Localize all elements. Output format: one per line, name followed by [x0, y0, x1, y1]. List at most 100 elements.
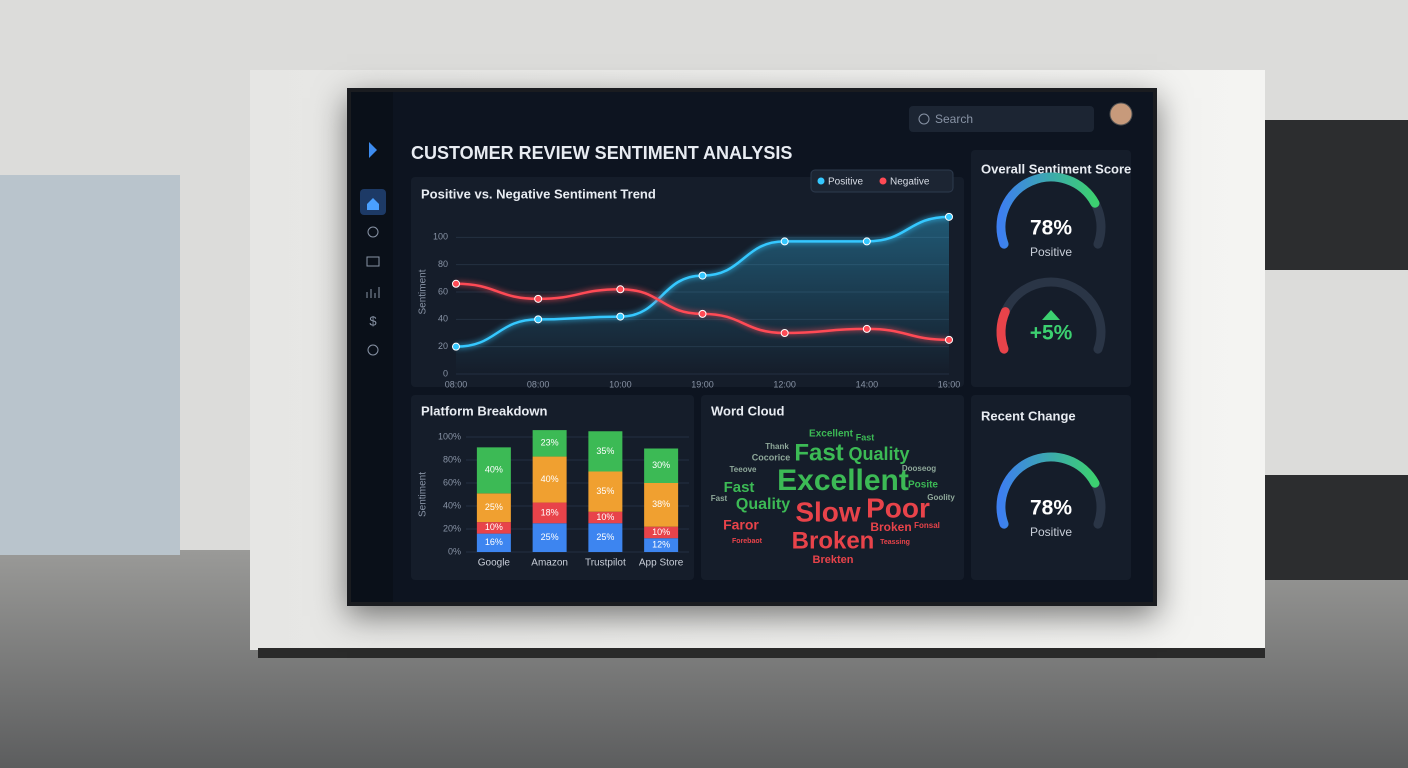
data-point [452, 279, 460, 288]
x-tick-label: 16:00 [938, 379, 961, 389]
cabinet [1265, 475, 1408, 580]
bar-segment [644, 448, 679, 483]
nav-settings[interactable] [367, 344, 379, 356]
word: Dooseog [902, 464, 936, 473]
x-tick-label: 10:00 [609, 379, 632, 389]
legend-label: Negative [890, 177, 930, 188]
bar-segment [476, 447, 511, 494]
y-axis-label: Sentiment [418, 269, 429, 314]
dashboard-screen: $ CUSTOMER REVIEW SENTIMENT ANALYSIS Sea… [347, 88, 1157, 606]
window [0, 175, 180, 555]
word: Fast [711, 494, 728, 503]
bar-segment [532, 502, 567, 524]
gauge-value: +5% [1030, 322, 1073, 345]
dashboard: $ CUSTOMER REVIEW SENTIMENT ANALYSIS Sea… [351, 92, 1133, 602]
data-point [616, 285, 625, 294]
gauge-arrow [1042, 310, 1060, 320]
word: Poor [866, 492, 930, 523]
legend-swatch [817, 177, 825, 185]
word: Fast [794, 439, 843, 466]
word: Teeove [730, 465, 758, 474]
nav-reviews[interactable] [366, 256, 380, 267]
search-placeholder: Search [935, 112, 973, 126]
x-tick-label: 08:00 [527, 379, 550, 389]
bar-value-label: 40% [541, 474, 559, 484]
y-tick-label: 40 [438, 314, 448, 324]
bar-segment [644, 526, 679, 539]
bar-segment [532, 523, 567, 552]
bar-segment [588, 431, 623, 472]
y-tick-label: 100% [438, 431, 461, 441]
gauge-value: 78% [1030, 217, 1072, 240]
wordcloud-title: Word Cloud [711, 403, 784, 418]
word: Brekten [813, 554, 854, 566]
data-point [698, 309, 707, 318]
bar-value-label: 18% [541, 507, 559, 517]
y-tick-label: 80 [438, 259, 448, 269]
bar-segment [588, 511, 623, 524]
bar-value-label: 38% [652, 499, 670, 509]
word: Posite [908, 480, 938, 491]
gauge-label: Positive [1030, 525, 1072, 539]
gauge-value: 78% [1030, 497, 1072, 520]
y-tick-label: 0 [443, 368, 448, 378]
bar-value-label: 35% [596, 446, 614, 456]
word: Broken [870, 520, 911, 534]
avatar[interactable] [1109, 102, 1133, 126]
bar-segment [644, 483, 679, 527]
word: Teassing [880, 539, 910, 546]
legend-label: Positive [828, 177, 863, 188]
bar-value-label: 35% [596, 486, 614, 496]
nav-stats[interactable] [366, 287, 380, 298]
word: Excellent [809, 429, 854, 440]
chart-title: Positive vs. Negative Sentiment Trend [421, 186, 656, 201]
y-tick-label: 20 [438, 341, 448, 351]
bar-value-label: 25% [485, 502, 503, 512]
data-point [452, 342, 460, 351]
bar-segment [532, 456, 567, 503]
gauge-arc [996, 452, 1100, 529]
x-tick-label: Amazon [531, 558, 568, 569]
wordcloud-panel [701, 395, 964, 580]
word: Slow [795, 496, 861, 527]
data-point [616, 312, 625, 321]
x-tick-label: 12:00 [773, 379, 796, 389]
bar-value-label: 25% [541, 532, 559, 542]
data-point [945, 212, 953, 221]
bar-value-label: 12% [652, 539, 670, 549]
search-box[interactable] [909, 106, 1094, 132]
chart-title: Platform Breakdown [421, 403, 547, 418]
word: Excellent [777, 464, 909, 497]
bar-segment [476, 493, 511, 523]
bar-value-label: 25% [596, 532, 614, 542]
data-point [698, 271, 707, 280]
word: Broken [792, 527, 875, 554]
gauge-label: Positive [1030, 245, 1072, 259]
legend-swatch [879, 177, 887, 185]
bar-value-label: 10% [596, 512, 614, 522]
bar-segment [476, 533, 511, 552]
data-point [780, 329, 789, 337]
y-tick-label: 20% [443, 523, 461, 533]
positive-area [456, 216, 949, 374]
bar-segment [644, 538, 679, 552]
word: Thank [765, 442, 789, 451]
logo [369, 142, 377, 158]
x-tick-label: 08:00 [445, 379, 468, 389]
bar-segment [476, 522, 511, 534]
nav-users[interactable] [367, 226, 379, 238]
wall-base [258, 648, 1265, 658]
word: Fast [724, 479, 755, 496]
y-axis-label: Sentiment [418, 472, 429, 517]
x-tick-label: 19:00 [691, 379, 714, 389]
word: Fonsal [914, 521, 940, 530]
word: Goolity [927, 493, 955, 502]
y-tick-label: 40% [443, 500, 461, 510]
bar-value-label: 16% [485, 537, 503, 547]
data-point [534, 294, 543, 303]
x-tick-label: 14:00 [856, 379, 879, 389]
gauge-title: Overall Sentiment Score [981, 161, 1131, 176]
nav-billing[interactable]: $ [369, 313, 377, 328]
gauge-arc [996, 307, 1010, 354]
